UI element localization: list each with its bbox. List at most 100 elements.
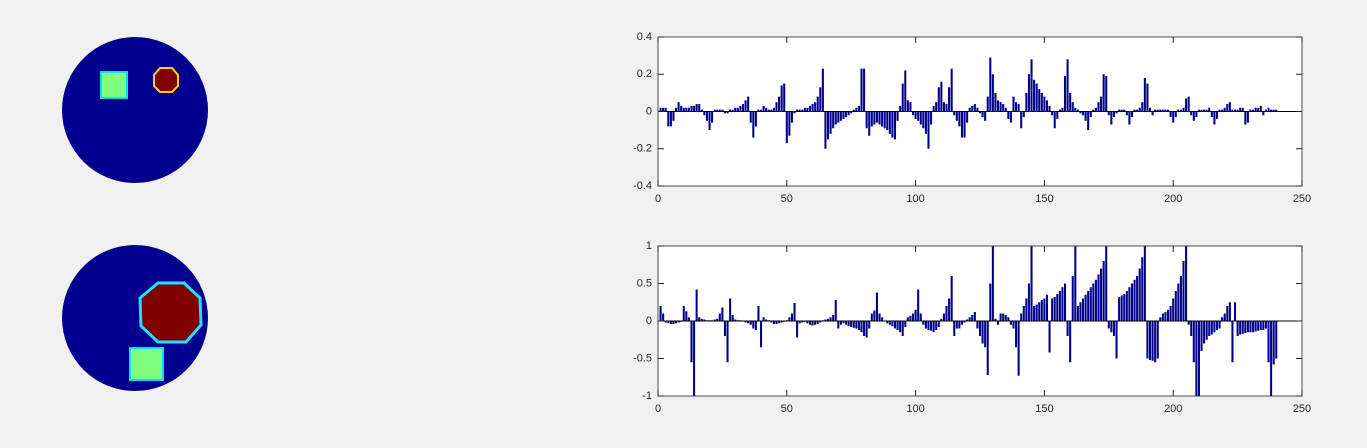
bar	[1174, 291, 1177, 321]
bar	[1143, 246, 1146, 321]
inclusion	[138, 281, 203, 344]
bar	[721, 109, 724, 112]
bar	[950, 68, 953, 112]
bar	[1089, 287, 1092, 321]
y-tick-label: 0.4	[637, 31, 652, 43]
bar	[1038, 89, 1041, 112]
bar	[1051, 111, 1054, 116]
bar	[855, 107, 858, 112]
bar	[1125, 291, 1128, 321]
bar	[1084, 294, 1087, 321]
bar	[832, 111, 835, 129]
bar	[1233, 302, 1237, 321]
bar	[868, 321, 871, 329]
image-top	[62, 37, 208, 183]
bar	[698, 317, 701, 321]
bar	[752, 111, 755, 138]
bar	[1115, 111, 1118, 114]
bar	[1053, 111, 1056, 129]
bar	[870, 313, 873, 321]
bar	[767, 109, 770, 112]
bar	[664, 107, 667, 112]
bar	[999, 313, 1002, 321]
bar	[1002, 313, 1005, 321]
bar	[1076, 306, 1079, 321]
bar	[693, 105, 696, 112]
bar	[855, 321, 858, 329]
bar	[1275, 109, 1278, 112]
bar	[1138, 268, 1141, 321]
bar	[1128, 111, 1131, 125]
bar	[1143, 77, 1146, 112]
bar	[881, 317, 884, 321]
bar	[1167, 109, 1170, 112]
bar	[1097, 102, 1100, 112]
x-tick-label: 150	[1035, 403, 1053, 415]
bar	[852, 109, 855, 112]
bar	[741, 104, 745, 112]
bar	[729, 109, 732, 112]
bar	[1105, 76, 1108, 112]
bar	[937, 87, 940, 112]
bar	[955, 321, 958, 329]
bar	[986, 96, 989, 112]
bar	[1141, 257, 1144, 321]
bar	[760, 109, 763, 112]
bar	[690, 105, 693, 112]
bar	[1249, 321, 1252, 333]
bar	[875, 111, 878, 123]
bar	[757, 109, 760, 112]
bar	[672, 111, 675, 121]
bar	[960, 321, 963, 325]
bar	[664, 321, 667, 323]
bar	[1128, 287, 1131, 321]
bar	[1022, 306, 1025, 321]
bar	[690, 321, 693, 363]
bar	[886, 111, 889, 131]
bar	[948, 298, 951, 321]
bar	[834, 111, 837, 125]
bar	[780, 85, 783, 112]
bar	[824, 319, 827, 321]
bar	[685, 311, 688, 321]
bar	[901, 83, 904, 112]
bar	[865, 321, 868, 338]
bar	[747, 96, 750, 112]
bar	[1105, 246, 1108, 321]
bar	[873, 310, 876, 321]
bar	[1221, 317, 1224, 321]
bar	[669, 321, 672, 324]
bar	[1071, 102, 1074, 112]
bar	[726, 111, 729, 114]
bar	[1066, 321, 1069, 336]
bar	[806, 321, 809, 324]
bar	[1112, 321, 1115, 336]
bar	[1275, 321, 1278, 359]
x-tick-label: 250	[1293, 403, 1311, 415]
bar	[1133, 279, 1136, 321]
bar	[1264, 109, 1267, 112]
bar	[911, 111, 915, 116]
y-tick-label: -0.5	[633, 352, 652, 364]
bar	[1136, 109, 1139, 112]
bar	[667, 111, 670, 127]
bar	[1030, 59, 1033, 112]
bar	[1200, 109, 1203, 112]
bar	[922, 111, 925, 129]
bar	[991, 246, 994, 321]
bar	[1061, 287, 1064, 321]
bar	[808, 105, 812, 112]
bar	[1174, 111, 1177, 118]
bar	[718, 109, 721, 112]
bar	[837, 321, 840, 329]
bar	[1146, 321, 1149, 359]
bar	[1167, 309, 1170, 321]
bar	[770, 321, 773, 323]
bar	[682, 107, 685, 112]
bar	[1017, 321, 1020, 376]
bar	[1195, 321, 1198, 396]
bar	[1151, 321, 1154, 361]
bar	[891, 321, 894, 327]
bar	[695, 289, 698, 321]
bar	[1123, 294, 1126, 321]
